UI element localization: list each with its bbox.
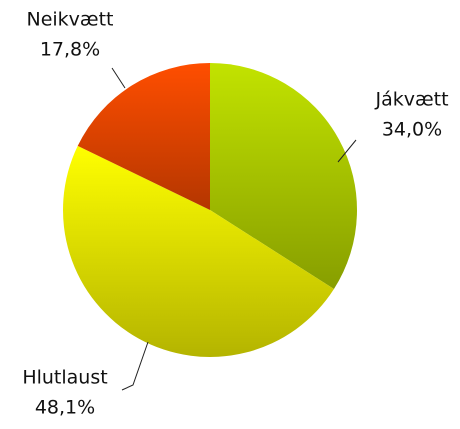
pie-slice bbox=[77, 63, 210, 210]
slice-name: Hlutlaust bbox=[22, 367, 107, 389]
slice-value: 17,8% bbox=[40, 39, 100, 61]
slice-value: 48,1% bbox=[35, 397, 95, 419]
leader-line bbox=[121, 341, 149, 391]
leader-line bbox=[111, 67, 126, 89]
slice-name: Jákvætt bbox=[374, 89, 448, 111]
leader-line bbox=[337, 139, 357, 163]
pie-slice bbox=[63, 145, 334, 357]
slice-value: 34,0% bbox=[382, 119, 442, 141]
slice-name: Neikvætt bbox=[27, 9, 114, 31]
pie-slice bbox=[210, 63, 357, 290]
